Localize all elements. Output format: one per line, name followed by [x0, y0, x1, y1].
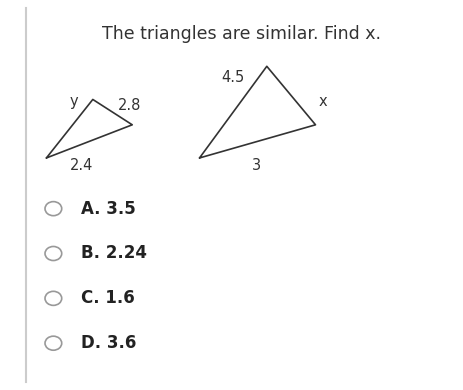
- Text: 2.4: 2.4: [69, 158, 93, 173]
- Text: A. 3.5: A. 3.5: [81, 200, 136, 218]
- Text: y: y: [70, 94, 78, 109]
- Text: x: x: [318, 94, 326, 109]
- Text: B. 2.24: B. 2.24: [81, 245, 147, 262]
- Text: C. 1.6: C. 1.6: [81, 289, 135, 307]
- Text: The triangles are similar. Find x.: The triangles are similar. Find x.: [101, 25, 380, 43]
- Text: D. 3.6: D. 3.6: [81, 334, 136, 352]
- Text: 4.5: 4.5: [221, 71, 244, 85]
- Text: 2.8: 2.8: [118, 98, 141, 113]
- Text: 3: 3: [251, 158, 260, 173]
